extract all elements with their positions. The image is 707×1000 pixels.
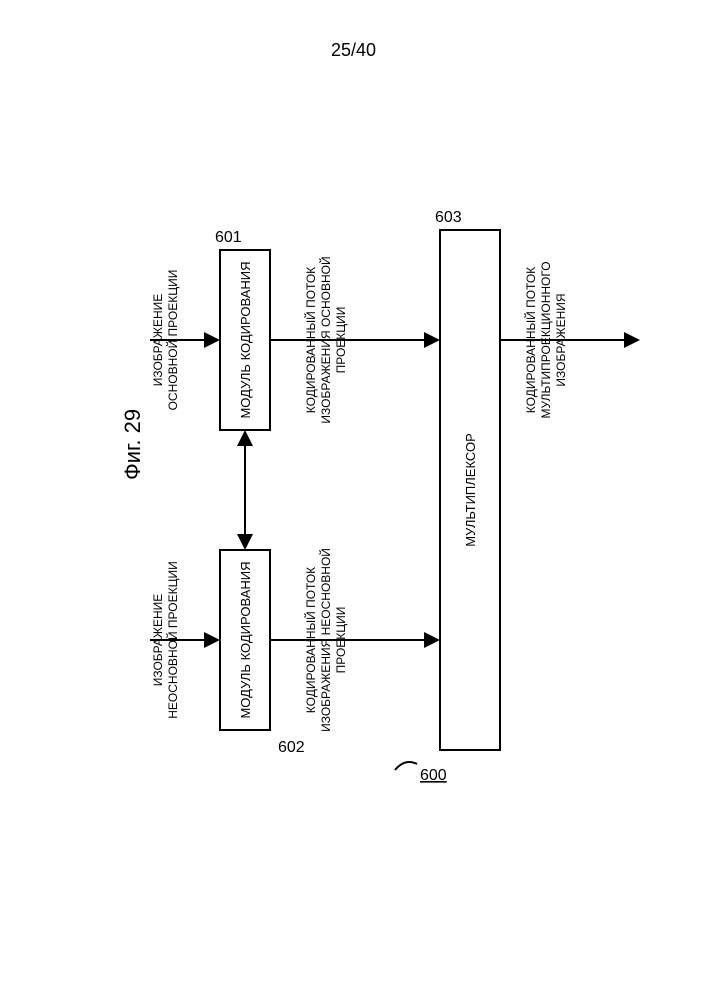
block-diagram: МОДУЛЬ КОДИРОВАНИЯ МОДУЛЬ КОДИРОВАНИЯ МУЛЬ… bbox=[0, 0, 707, 1000]
svg-text:601: 601 bbox=[215, 229, 242, 246]
svg-text:НЕОСНОВНОЙ ПРОЕКЦИИ: НЕОСНОВНОЙ ПРОЕКЦИИ bbox=[165, 561, 180, 718]
svg-text:МОДУЛЬ КОДИРОВАНИЯ: МОДУЛЬ КОДИРОВАНИЯ bbox=[238, 261, 253, 418]
svg-text:ИЗОБРАЖЕНИЕ: ИЗОБРАЖЕНИЕ bbox=[151, 294, 165, 387]
svg-text:603: 603 bbox=[435, 209, 462, 226]
svg-text:602: 602 bbox=[278, 739, 305, 756]
svg-text:ПРОЕКЦИИ: ПРОЕКЦИИ bbox=[334, 607, 348, 674]
svg-text:КОДИРОВАННЫЙ ПОТОК: КОДИРОВАННЫЙ ПОТОК bbox=[303, 567, 318, 713]
svg-text:600: 600 bbox=[420, 767, 447, 784]
svg-text:КОДИРОВАННЫЙ ПОТОК: КОДИРОВАННЫЙ ПОТОК bbox=[523, 267, 538, 413]
svg-text:ИЗОБРАЖЕНИЯ: ИЗОБРАЖЕНИЯ bbox=[554, 293, 568, 386]
svg-text:ИЗОБРАЖЕНИЯ ОСНОВНОЙ: ИЗОБРАЖЕНИЯ ОСНОВНОЙ bbox=[318, 256, 333, 423]
svg-text:МУЛЬТИПЛЕКСОР: МУЛЬТИПЛЕКСОР bbox=[463, 433, 478, 547]
svg-text:ОСНОВНОЙ ПРОЕКЦИИ: ОСНОВНОЙ ПРОЕКЦИИ bbox=[165, 270, 180, 411]
svg-text:МУЛЬТИПРОЕКЦИОННОГО: МУЛЬТИПРОЕКЦИОННОГО bbox=[539, 261, 553, 418]
svg-text:ИЗОБРАЖЕНИЕ: ИЗОБРАЖЕНИЕ bbox=[151, 594, 165, 687]
svg-text:ПРОЕКЦИИ: ПРОЕКЦИИ bbox=[334, 307, 348, 374]
svg-text:МОДУЛЬ КОДИРОВАНИЯ: МОДУЛЬ КОДИРОВАНИЯ bbox=[238, 561, 253, 718]
svg-text:КОДИРОВАННЫЙ ПОТОК: КОДИРОВАННЫЙ ПОТОК bbox=[303, 267, 318, 413]
svg-text:ИЗОБРАЖЕНИЯ НЕОСНОВНОЙ: ИЗОБРАЖЕНИЯ НЕОСНОВНОЙ bbox=[318, 548, 333, 732]
